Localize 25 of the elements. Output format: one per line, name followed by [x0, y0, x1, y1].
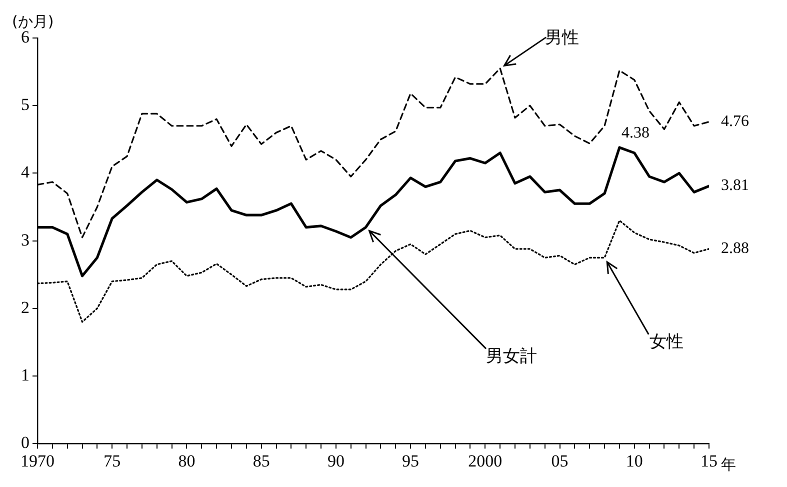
x-tick-label: 10	[626, 451, 643, 470]
data-label: 3.81	[721, 177, 749, 194]
x-tick-label: 80	[178, 451, 196, 470]
x-tick-label: 15	[700, 451, 718, 470]
y-tick-label: 1	[21, 365, 30, 384]
y-tick-label: 4	[21, 162, 30, 182]
text: 女性	[650, 332, 684, 352]
y-tick-label: 3	[21, 230, 30, 250]
x-tick-label: 90	[327, 451, 344, 470]
x-tick-label: 85	[252, 451, 270, 470]
x-axis-title: 年	[721, 455, 736, 474]
data-label: 4.38	[621, 124, 650, 142]
y-tick-label: 0	[21, 433, 30, 452]
data-label: 4.76	[721, 113, 749, 130]
y-axis-title: (か月)	[12, 12, 54, 30]
x-tick-label: 2000	[468, 451, 502, 470]
x-tick-label: 75	[104, 451, 121, 470]
y-tick-label: 2	[21, 298, 30, 317]
text: 男性	[545, 28, 580, 48]
data-label: 2.88	[721, 240, 749, 258]
x-tick-label: 1970	[20, 451, 54, 470]
y-tick-label: 5	[21, 95, 30, 114]
x-tick-label: 05	[551, 451, 568, 470]
x-tick-label: 95	[402, 451, 420, 470]
text: 男女計	[486, 346, 537, 367]
